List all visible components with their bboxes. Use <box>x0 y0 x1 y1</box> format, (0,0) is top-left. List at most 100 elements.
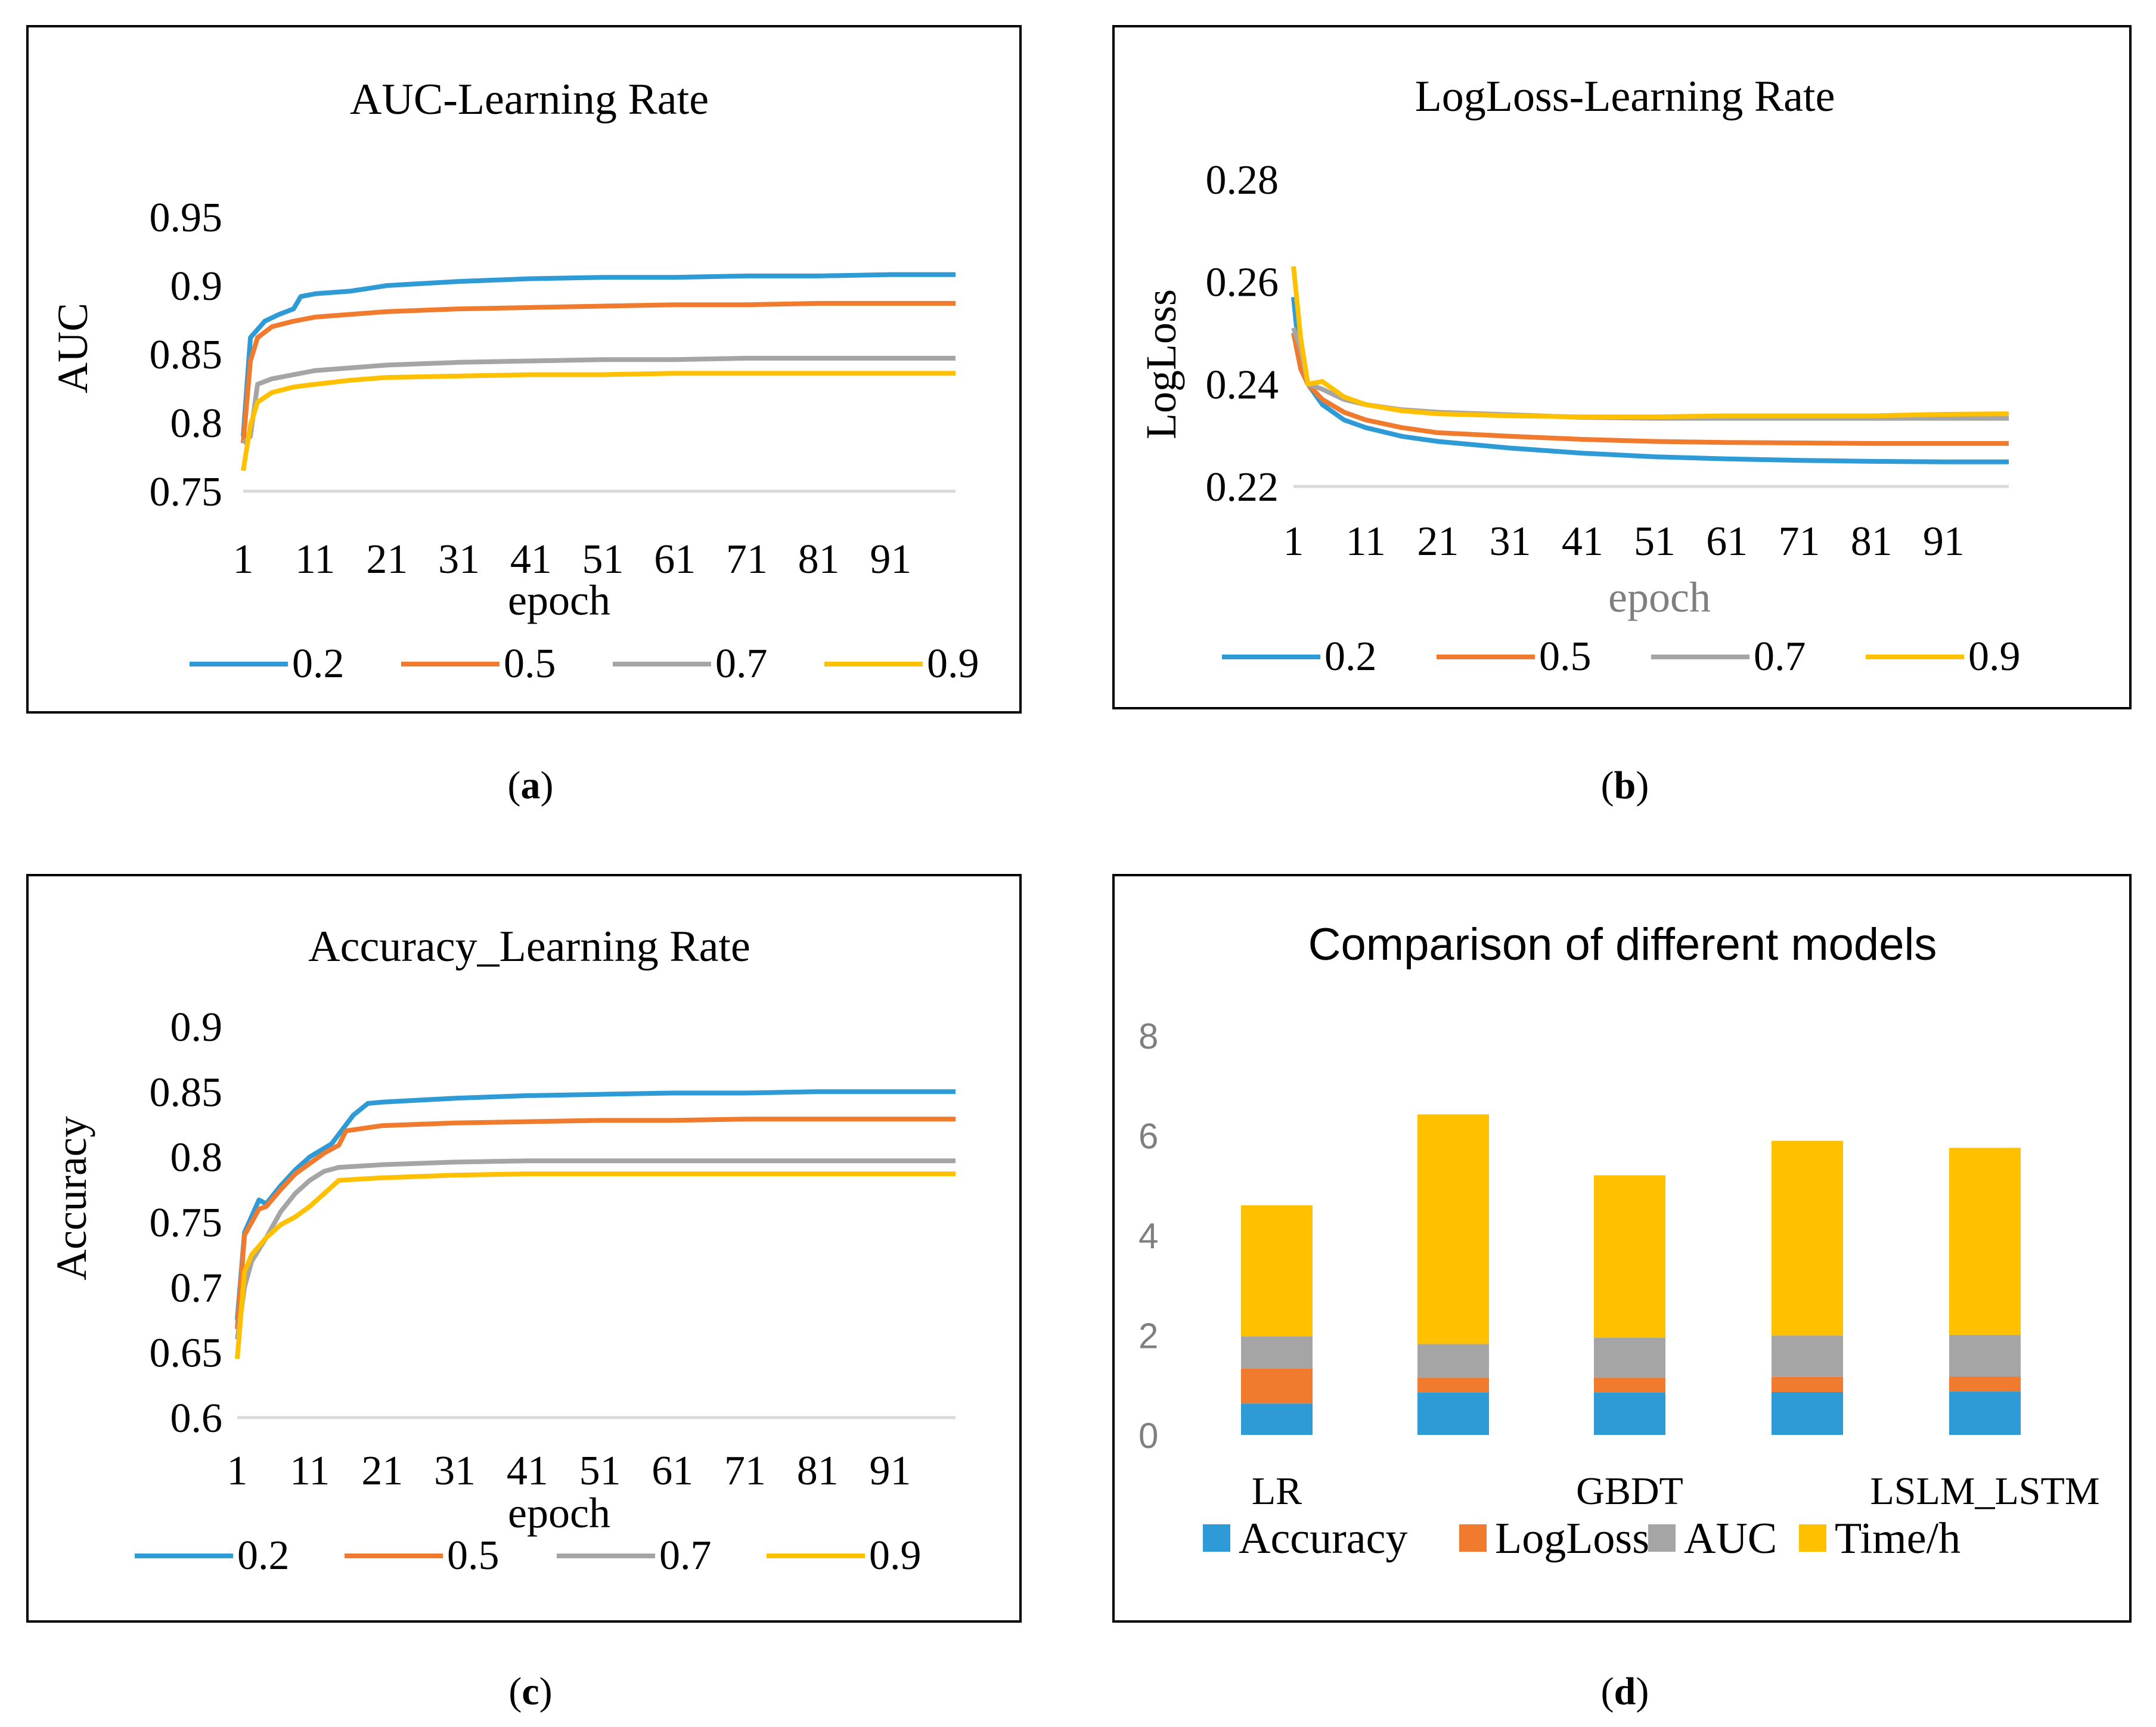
legend-label-0.2: 0.2 <box>1324 634 1377 680</box>
x-axis-label: epoch <box>508 576 610 624</box>
y-tick-label: 0.28 <box>1206 157 1279 203</box>
y-tick-label: 0.7 <box>170 1265 223 1311</box>
bar-LogLoss-model-4 <box>1772 1376 1843 1392</box>
y-tick-label: 0.6 <box>170 1396 223 1441</box>
x-tick-label: 1 <box>227 1448 248 1494</box>
legend-swatch-Accuracy <box>1203 1524 1230 1552</box>
legend-label-AUC: AUC <box>1684 1514 1777 1563</box>
y-tick-label: 0.24 <box>1206 362 1279 408</box>
series-line-0.7 <box>241 355 956 445</box>
x-tick-label: 11 <box>290 1448 330 1494</box>
x-tick-label: 81 <box>798 537 840 582</box>
chart-a: AUC-Learning Rate AUC epoch 0.95 0.9 0.85 0… <box>49 75 979 687</box>
series-line-0.5 <box>235 1117 956 1329</box>
chart-title: Accuracy_Learning Rate <box>308 922 750 971</box>
legend-label-LogLoss: LogLoss <box>1495 1514 1649 1563</box>
legend-swatch-AUC <box>1648 1524 1676 1552</box>
bar-Accuracy-model-4 <box>1772 1391 1843 1435</box>
caption-a: (a) <box>507 764 554 807</box>
bar-Accuracy-LSLM_LSTM <box>1949 1391 2021 1435</box>
legend-label-0.7: 0.7 <box>1754 634 1806 680</box>
x-tick-label: 11 <box>295 537 335 582</box>
caption-b: (b) <box>1600 764 1649 807</box>
y-axis-label: Accuracy <box>48 1116 95 1280</box>
y-tick-label: 0.22 <box>1206 464 1279 510</box>
legend-label-0.2: 0.2 <box>237 1533 290 1579</box>
y-tick-label: 0 <box>1139 1416 1158 1456</box>
x-tick-label: 21 <box>1417 519 1459 565</box>
legend-label-Time/h: Time/h <box>1835 1514 1960 1563</box>
chart-d: Comparison of different models 8 6 4 2 0 LR GB… <box>1139 919 2100 1563</box>
x-tick-label: 91 <box>869 1448 911 1494</box>
bar-LogLoss-LSLM_LSTM <box>1949 1376 2021 1392</box>
series-line-0.5 <box>1291 332 2009 446</box>
bar-Time/h-model-4 <box>1772 1140 1843 1336</box>
x-tick-label: LSLM_LSTM <box>1870 1469 2099 1513</box>
bar-AUC-LR <box>1241 1337 1313 1369</box>
bar-AUC-LSLM_LSTM <box>1949 1335 2021 1377</box>
x-tick-label: 61 <box>654 537 696 582</box>
y-tick-label: 0.75 <box>150 1200 223 1246</box>
series-line-0.2 <box>1291 296 2009 464</box>
x-tick-label: 1 <box>1283 519 1304 565</box>
series-line-0.7 <box>1291 327 2009 421</box>
legend-swatch-Time/h <box>1799 1524 1826 1552</box>
x-tick-label: 1 <box>233 537 254 582</box>
series-line-0.9 <box>1291 266 2009 420</box>
series-line-0.2 <box>235 1089 956 1320</box>
x-tick-label: 91 <box>870 537 911 582</box>
legend-label-0.9: 0.9 <box>927 641 979 687</box>
y-tick-label: 0.8 <box>170 401 223 447</box>
legend-label-0.7: 0.7 <box>659 1533 712 1579</box>
x-axis-label: epoch <box>1608 573 1711 621</box>
x-tick-label: 71 <box>724 1448 766 1494</box>
x-tick-label: 81 <box>1851 519 1893 565</box>
caption-c: (c) <box>508 1670 553 1713</box>
y-tick-label: 0.85 <box>150 332 223 378</box>
x-tick-label: 31 <box>438 537 480 582</box>
bar-Accuracy-GBDT <box>1594 1392 1665 1435</box>
panel-a: AUC-Learning Rate AUC epoch 0.95 0.9 0.85 0… <box>26 25 1022 714</box>
series-line-0.2 <box>241 272 956 437</box>
x-tick-label: 81 <box>797 1448 839 1494</box>
x-tick-label: 61 <box>652 1448 693 1494</box>
legend-label-0.5: 0.5 <box>447 1533 500 1579</box>
chart-b: LogLoss-Learning Rate LogLoss epoch 0.28… <box>1137 72 2021 680</box>
y-tick-label: 0.26 <box>1206 260 1279 306</box>
series-line-0.7 <box>235 1158 956 1340</box>
y-tick-label: 0.85 <box>150 1069 223 1115</box>
x-tick-label: LR <box>1252 1469 1302 1513</box>
bar-LogLoss-LR <box>1241 1368 1313 1404</box>
series-line-0.9 <box>241 371 956 472</box>
x-tick-label: 41 <box>507 1448 548 1494</box>
y-tick-label: 0.65 <box>150 1331 223 1376</box>
x-tick-label: 51 <box>582 537 624 582</box>
bar-Accuracy-LR <box>1241 1403 1313 1435</box>
bar-Time/h-LR <box>1241 1205 1313 1337</box>
chart-c: Accuracy_Learning Rate Accuracy epoch 0.… <box>48 922 956 1579</box>
bar-AUC-model-4 <box>1772 1335 1843 1377</box>
x-tick-label: 21 <box>366 537 408 582</box>
y-tick-label: 0.75 <box>150 469 223 515</box>
legend-label-0.5: 0.5 <box>1539 634 1592 680</box>
chart-title: AUC-Learning Rate <box>350 75 709 124</box>
bar-Accuracy-model-2 <box>1417 1392 1489 1435</box>
y-tick-label: 8 <box>1139 1016 1158 1056</box>
x-tick-label: GBDT <box>1576 1469 1683 1513</box>
y-axis-label: AUC <box>49 303 97 393</box>
x-tick-label: 41 <box>510 537 552 582</box>
x-tick-label: 71 <box>1778 519 1820 565</box>
x-tick-label: 31 <box>434 1448 476 1494</box>
legend-label-0.9: 0.9 <box>1968 634 2021 680</box>
x-tick-label: 51 <box>1634 519 1676 565</box>
y-tick-label: 6 <box>1139 1117 1158 1156</box>
y-tick-label: 2 <box>1139 1316 1158 1356</box>
y-tick-label: 0.9 <box>170 263 223 309</box>
x-tick-label: 31 <box>1490 519 1531 565</box>
x-tick-label: 61 <box>1706 519 1748 565</box>
x-axis-label: epoch <box>508 1489 610 1537</box>
bar-Time/h-GBDT <box>1594 1175 1665 1338</box>
chart-title: LogLoss-Learning Rate <box>1415 72 1835 121</box>
legend-label-0.7: 0.7 <box>715 641 768 687</box>
bar-AUC-GBDT <box>1594 1337 1665 1378</box>
